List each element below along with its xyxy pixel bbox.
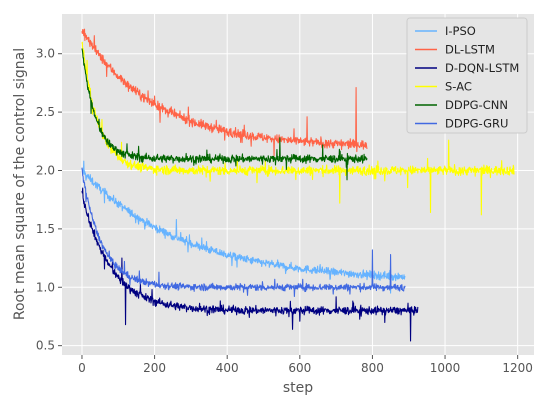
- y-tick-label: 1.0: [36, 280, 55, 294]
- y-tick-label: 3.0: [36, 47, 55, 61]
- legend-label: S-AC: [445, 80, 472, 94]
- series-line-i-pso: [81, 160, 406, 294]
- x-tick-label: 800: [361, 361, 384, 375]
- series-line-ddpg-cnn: [81, 48, 368, 181]
- series-line-s-ac: [81, 41, 515, 216]
- x-axis-label: step: [283, 380, 313, 396]
- y-tick-label: 2.5: [36, 105, 55, 119]
- legend-label: DDPG-GRU: [445, 117, 508, 131]
- x-tick-label: 1200: [502, 361, 533, 375]
- x-tick-label: 200: [143, 361, 166, 375]
- y-axis-label: Root mean square of the control signal: [12, 48, 28, 320]
- legend-label: DL-LSTM: [445, 43, 495, 57]
- x-tick-label: 0: [78, 361, 86, 375]
- x-tick-label: 600: [288, 361, 311, 375]
- legend: I-PSO DL-LSTM D-DQN-LSTM S-AC DDPG-CNN DDPG-G…: [406, 17, 528, 134]
- x-tick-label: 400: [216, 361, 239, 375]
- series-line-d-dqn-lstm: [81, 187, 419, 342]
- x-tick-label: 1000: [430, 361, 461, 375]
- series-line-dl-lstm: [81, 28, 368, 157]
- y-axis-ticks: 0.5 1.0 1.5 2.0 2.5 3.0: [36, 47, 62, 353]
- series-lines: [81, 28, 515, 342]
- x-axis-ticks: 0 200 400 600 800 1000 1200: [78, 355, 533, 375]
- legend-label: D-DQN-LSTM: [445, 61, 519, 75]
- legend-label: DDPG-CNN: [445, 98, 508, 112]
- y-tick-label: 0.5: [36, 339, 55, 353]
- y-tick-label: 1.5: [36, 222, 55, 236]
- legend-label: I-PSO: [445, 24, 476, 38]
- series-line-ddpg-gru: [81, 167, 406, 297]
- y-tick-label: 2.0: [36, 163, 55, 177]
